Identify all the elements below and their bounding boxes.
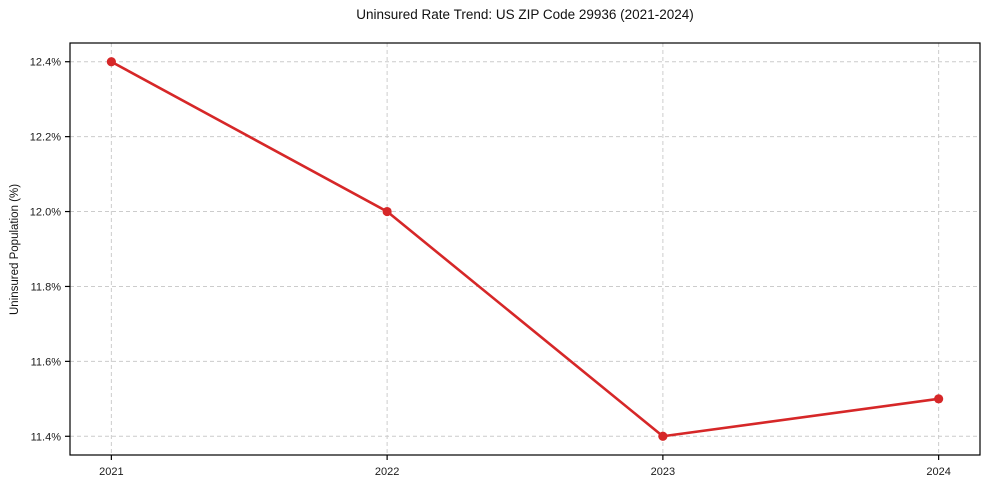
y-tick-label: 12.4% bbox=[30, 57, 61, 69]
x-tick-label: 2022 bbox=[375, 466, 399, 478]
y-tick-label: 12.2% bbox=[30, 132, 61, 144]
x-tick-label: 2024 bbox=[926, 466, 950, 478]
y-tick-label: 12.0% bbox=[30, 207, 61, 219]
trend-line bbox=[110, 60, 940, 438]
chart-title: Uninsured Rate Trend: US ZIP Code 29936 … bbox=[356, 7, 694, 22]
y-tick-label: 11.4% bbox=[31, 431, 62, 443]
data-point-marker bbox=[934, 394, 944, 404]
x-tick-label: 2021 bbox=[99, 466, 123, 478]
data-point-marker bbox=[106, 57, 116, 67]
data-point-marker bbox=[382, 206, 392, 217]
y-tick-label: 11.6% bbox=[31, 356, 62, 368]
y-tick-label: 11.8% bbox=[31, 281, 62, 293]
x-tick-label: 2023 bbox=[651, 466, 675, 478]
plot-border bbox=[69, 42, 981, 456]
data-point-marker bbox=[658, 431, 668, 441]
y-axis-label: Uninsured Population (%) bbox=[9, 183, 21, 315]
